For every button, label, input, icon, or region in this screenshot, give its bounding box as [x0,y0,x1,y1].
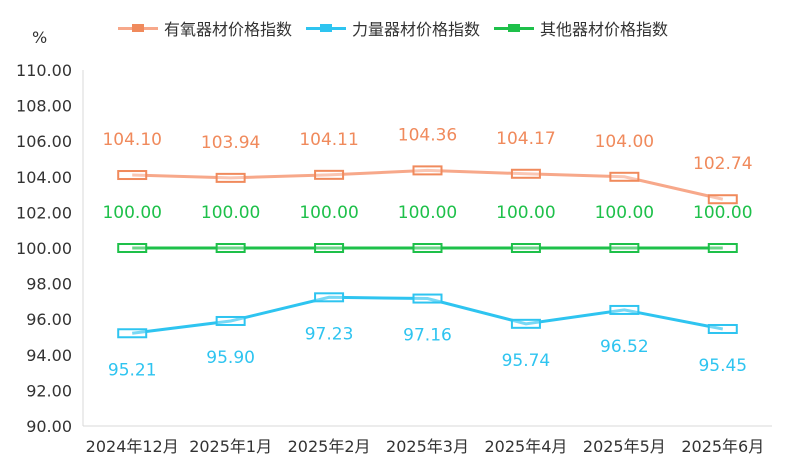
data-label: 100.00 [299,203,358,223]
x-tick-label: 2025年6月 [681,437,764,456]
data-label: 104.11 [299,130,358,150]
y-tick-label: 98.00 [26,275,72,294]
data-label: 104.00 [595,132,654,152]
data-point [215,172,246,183]
legend-label-other: 其他器材价格指数 [540,20,669,39]
y-tick-label: 100.00 [16,239,72,258]
legend-swatch-strength [305,22,346,34]
data-label: 100.00 [102,203,161,223]
data-label: 95.21 [108,360,157,380]
y-tick-label: 96.00 [26,310,72,329]
unit-label: % [32,28,48,47]
data-label: 103.94 [201,133,260,153]
data-label: 96.52 [600,337,649,357]
data-point [314,169,345,180]
data-label: 100.00 [201,203,260,223]
legend-swatch-other [494,22,534,34]
legend: 有氧器材价格指数 力量器材价格指数 其他器材价格指数 [0,16,786,40]
data-label: 100.00 [398,203,457,223]
data-label: 102.74 [693,154,752,174]
data-point [609,304,640,315]
data-label: 104.36 [398,125,457,145]
y-tick-label: 90.00 [26,417,72,436]
legend-label-aerobic: 有氧器材价格指数 [163,20,292,39]
data-label: 95.90 [206,348,255,368]
data-point [609,243,640,253]
legend-item-aerobic: 有氧器材价格指数 [117,16,292,40]
y-tick-label: 92.00 [26,381,72,400]
y-tick-label: 102.00 [16,203,72,222]
data-label: 100.00 [496,203,555,223]
data-point [609,171,640,182]
data-label: 95.45 [698,356,747,376]
data-label: 97.16 [403,326,452,346]
y-tick-label: 110.00 [16,61,72,80]
y-tick-label: 108.00 [16,97,72,116]
x-tick-label: 2025年1月 [189,437,272,456]
data-label: 100.00 [693,203,752,223]
x-tick-label: 2025年5月 [583,437,666,456]
series-line [132,295,724,335]
data-point [412,165,443,176]
legend-item-other: 其他器材价格指数 [494,16,668,40]
x-tick-label: 2025年2月 [288,437,371,456]
data-point [707,243,738,253]
data-point [215,243,246,253]
data-point [314,243,345,253]
data-label: 97.23 [305,324,354,344]
y-tick-label: 104.00 [16,168,72,187]
data-point [117,328,148,339]
data-point [117,243,148,253]
data-point [412,293,443,304]
data-label: 95.74 [502,351,551,371]
data-label: 104.17 [496,129,555,149]
legend-label-strength: 力量器材价格指数 [351,20,480,39]
legend-item-strength: 力量器材价格指数 [305,16,480,40]
data-point [707,194,738,205]
x-tick-label: 2024年12月 [86,437,179,456]
data-point [510,243,541,253]
series-line [132,168,724,201]
data-point [314,292,345,303]
data-point [215,315,246,326]
data-label: 104.10 [102,130,161,150]
legend-swatch-aerobic [117,22,158,34]
y-tick-label: 94.00 [26,346,72,365]
data-label: 100.00 [595,203,654,223]
x-tick-label: 2025年4月 [484,437,567,456]
data-point [707,323,738,334]
x-tick-label: 2025年3月 [386,437,469,456]
data-point [510,168,541,179]
data-point [117,170,148,181]
data-point [412,243,443,253]
y-tick-label: 106.00 [16,132,72,151]
data-point [510,318,541,329]
